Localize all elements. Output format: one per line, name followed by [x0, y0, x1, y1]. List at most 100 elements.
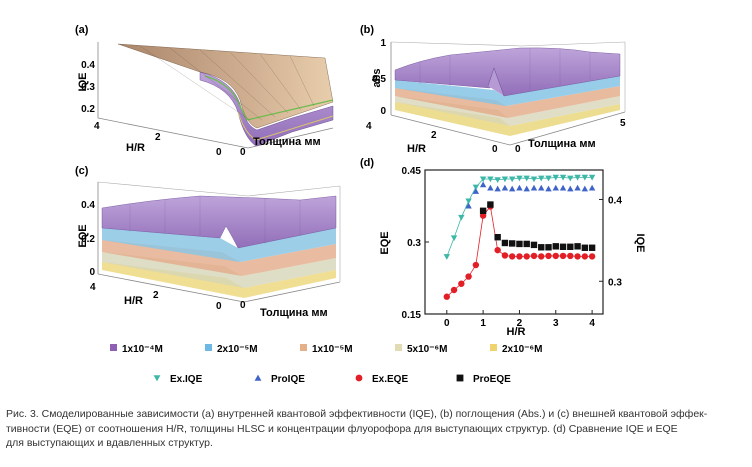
data-point-ex-iqe: [567, 175, 574, 182]
panel-b-z-label: abs: [371, 69, 383, 88]
legend-label: 1x10⁻⁵M: [312, 344, 353, 355]
panel-a-thickness-label: Толщина мм: [253, 136, 321, 148]
data-point-ex-eqe: [450, 286, 458, 294]
panel-b-hr-label: H/R: [407, 143, 426, 155]
panel-c-mesh: [129, 196, 301, 244]
data-point-ex-eqe: [523, 253, 530, 260]
data-point-ex-iqe: [538, 175, 545, 182]
data-point-ex-iqe: [450, 235, 458, 242]
panel-c-thickness-label: Толщина мм: [260, 307, 328, 319]
panel-a-hr-axis: [97, 117, 249, 149]
panel-b-surface-blue: [395, 76, 620, 106]
panel-c-label: (c): [75, 165, 89, 177]
panel-c-back-edge: [247, 185, 341, 197]
data-point-proiqe: [479, 181, 487, 188]
panel-c-hr-label: H/R: [124, 295, 143, 307]
panel-a: (a) IQE 0.4 0.3 0.2 4 2 0 H/R 0 Толщина …: [75, 24, 334, 158]
panel-b-z-tick: 0: [380, 106, 386, 117]
panel-a-z-tick: 0.3: [81, 82, 95, 93]
panel-c-surface-blue: [102, 228, 336, 262]
panel-c-hr-tick: 4: [90, 282, 96, 293]
panel-b-surface-peak: [487, 67, 505, 97]
panel-c-thickness-tick: 0: [240, 300, 246, 311]
legend-label: Ex.EQE: [372, 374, 408, 385]
data-point-proiqe: [574, 184, 581, 191]
figure: (a) IQE 0.4 0.3 0.2 4 2 0 H/R 0 Толщина …: [75, 24, 646, 385]
panel-a-hr-tick: 0: [216, 147, 222, 158]
data-point-ex-eqe: [472, 261, 480, 269]
panel-b: (b) abs 1 0.5 0 4 2 0 H/R 0 5 Толщина мм: [360, 24, 626, 155]
panel-a-hr-tick: 2: [155, 132, 161, 143]
panel-b-surface-beige: [395, 96, 620, 126]
panel-a-surface-top: [117, 43, 334, 129]
data-point-ex-iqe: [516, 175, 523, 182]
data-point-ex-iqe: [501, 176, 509, 183]
data-point-proiqe: [567, 185, 574, 192]
panel-a-z-tick: 0.4: [81, 60, 95, 71]
data-point-proiqe: [523, 185, 530, 192]
x-tick-label: 0: [444, 318, 450, 329]
data-point-proeqe: [494, 234, 501, 241]
panel-b-hr-tick: 0: [492, 144, 498, 155]
data-point-proiqe: [545, 185, 552, 192]
panel-a-thickness-axis: [247, 127, 334, 149]
data-point-proiqe: [465, 202, 472, 209]
data-point-ex-iqe: [479, 176, 487, 183]
data-point-ex-eqe: [567, 252, 574, 260]
panel-c: (c) EQE 0.4 0.2 0 4 2 0 H/R 0 Толщина мм: [75, 165, 341, 319]
data-point-proeqe: [516, 240, 523, 248]
data-point-ex-iqe: [545, 175, 552, 182]
panel-d-plot-area: 0 1 2 3 4 0.45 0.3 0.15 0.4 0.3: [402, 166, 623, 329]
panel-c-z-tick: 0.4: [81, 200, 95, 211]
data-point-ex-iqe: [559, 174, 567, 181]
panel-b-hr-tick: 4: [366, 121, 372, 132]
data-point-ex-iqe: [581, 174, 589, 181]
data-point-ex-eqe: [516, 253, 523, 260]
data-point-ex-eqe: [508, 253, 516, 260]
panel-b-thickness-tick: 0: [515, 144, 521, 155]
data-point-ex-iqe: [472, 184, 480, 191]
panel-c-surface-purple: [101, 195, 337, 249]
data-point-ex-eqe: [501, 252, 509, 259]
panel-b-thickness-axis: [509, 111, 626, 146]
data-point-ex-iqe: [443, 254, 450, 260]
legend-swatch: [205, 344, 212, 351]
panel-a-surface-edge-green: [204, 75, 334, 121]
data-point-proeqe: [545, 244, 552, 251]
data-point-proeqe: [487, 201, 494, 208]
data-point-ex-iqe: [588, 174, 596, 181]
panel-a-hr-label: H/R: [126, 142, 145, 154]
data-point-ex-eqe: [443, 293, 450, 300]
panel-b-surface-orange: [395, 86, 620, 118]
legend-swatch: [110, 344, 117, 351]
legend-label: 5x10⁻⁶M: [407, 344, 447, 355]
panel-a-mesh: [139, 45, 315, 121]
data-point-ex-iqe: [487, 176, 494, 183]
y-left-tick-label: 0.45: [402, 166, 422, 177]
data-point-ex-iqe: [552, 174, 559, 181]
scatter-legend: Ex.IQE ProIQE Ex.EQE ProEQE: [153, 374, 511, 385]
data-point-proiqe: [530, 184, 538, 191]
data-point-proeqe: [567, 243, 574, 250]
panel-b-back-edge: [521, 41, 626, 47]
legend-swatch: [490, 344, 497, 351]
x-tick-label: 2: [517, 318, 523, 329]
legend-marker: [153, 375, 161, 382]
panel-a-hr-tick: 4: [94, 121, 100, 132]
panel-b-z-tick: 1: [380, 38, 386, 49]
panel-d-label: (d): [360, 157, 374, 169]
data-point-proeqe: [479, 207, 487, 214]
x-tick-label: 1: [480, 318, 486, 329]
data-point-proiqe: [538, 184, 545, 191]
data-point-ex-eqe: [545, 252, 552, 260]
data-point-ex-iqe: [530, 176, 538, 183]
legend-marker: [456, 374, 464, 382]
panel-c-hr-tick: 0: [216, 301, 222, 312]
data-point-proeqe: [588, 244, 596, 251]
panel-b-hr-tick: 2: [431, 130, 437, 141]
y-left-tick-label: 0.15: [402, 310, 422, 321]
legend-label: 2x10⁻⁵M: [217, 344, 258, 355]
data-point-proiqe: [516, 184, 523, 191]
panel-c-z-label: EQE: [77, 224, 89, 247]
data-point-ex-eqe: [530, 252, 538, 260]
